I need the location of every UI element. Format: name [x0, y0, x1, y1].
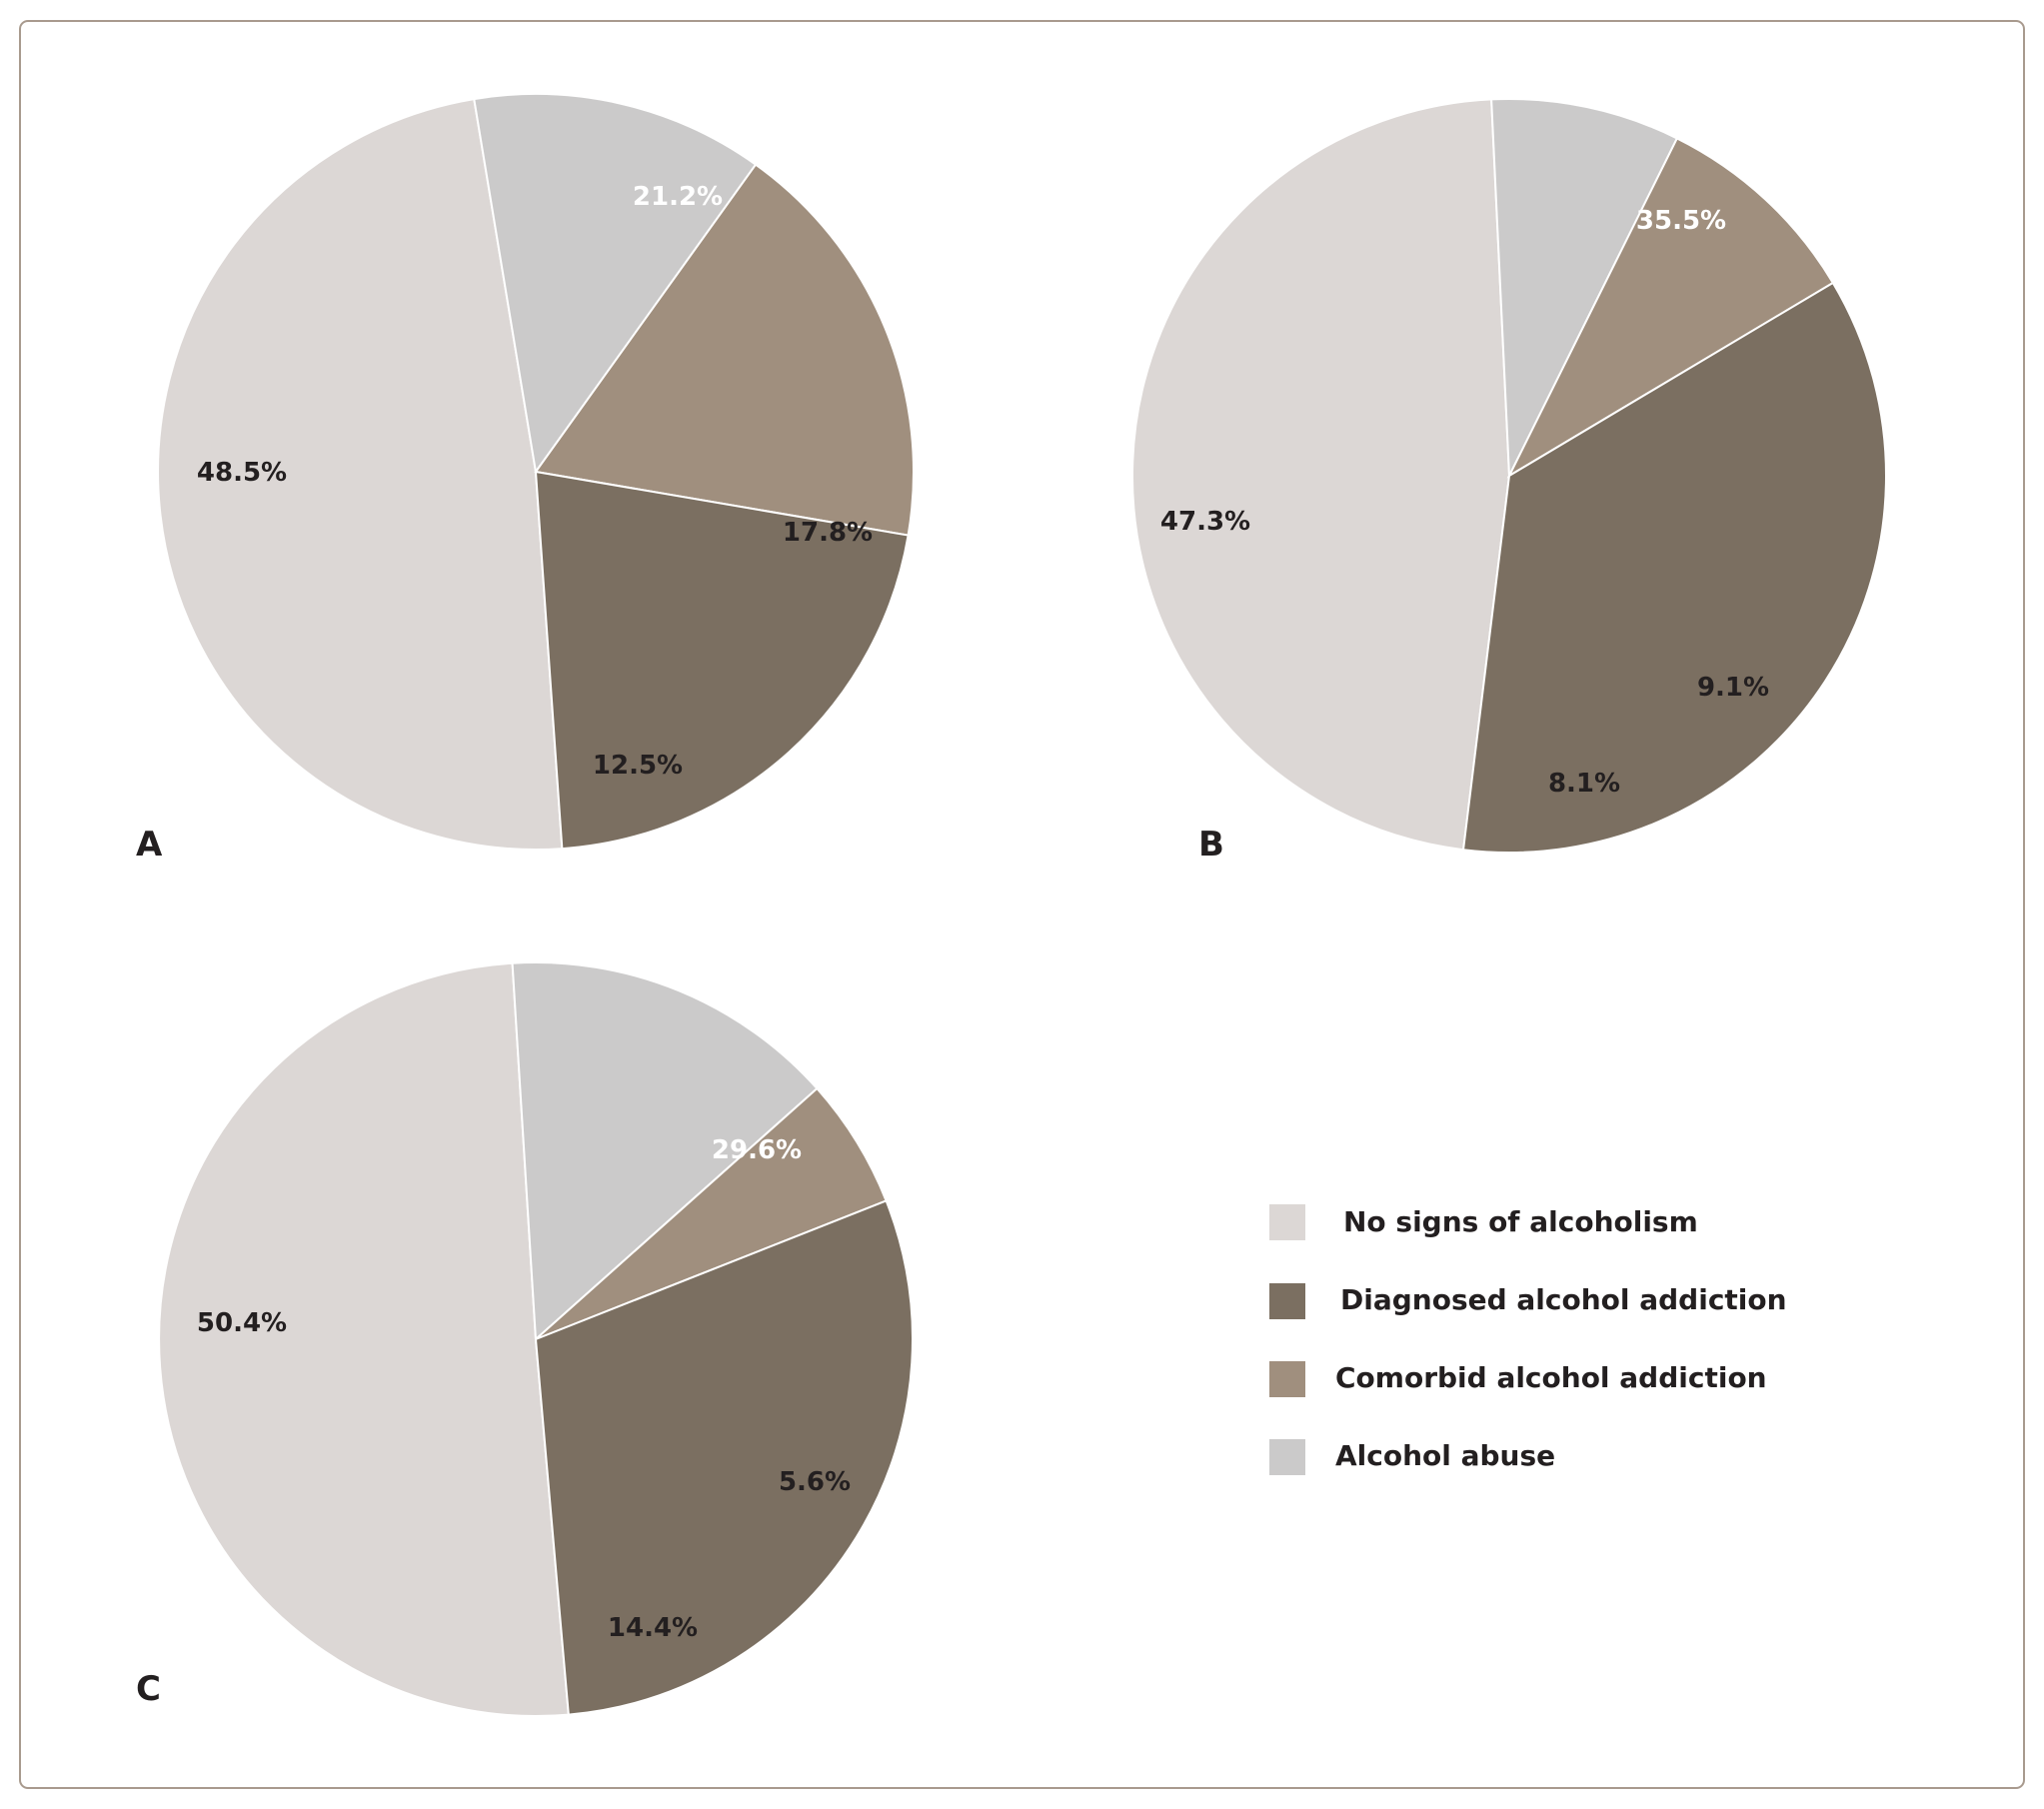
pie-chart-c: 50.4% 29.6% 5.6% 14.4%	[158, 961, 914, 1717]
slice-label: 17.8%	[783, 518, 873, 548]
panel-letter-c: C	[136, 1669, 161, 1709]
legend: No signs of alcoholism Diagnosed alcohol…	[1269, 1204, 1787, 1475]
pie-slice	[1461, 281, 1887, 854]
legend-swatch	[1269, 1204, 1305, 1240]
legend-label: Comorbid alcohol addiction	[1335, 1361, 1767, 1394]
slice-label: 12.5%	[593, 751, 683, 781]
pie-slice	[511, 961, 819, 1342]
legend-label: Diagnosed alcohol addiction	[1340, 1283, 1787, 1316]
legend-swatch	[1269, 1361, 1305, 1397]
legend-item: No signs of alcoholism	[1269, 1204, 1698, 1240]
figure-frame	[19, 20, 2025, 1789]
pie-slice	[1130, 98, 1511, 852]
pie-slice	[1506, 137, 1835, 479]
slice-label: 35.5%	[1636, 206, 1726, 236]
legend-swatch	[1269, 1439, 1305, 1475]
legend-label: Alcohol abuse	[1335, 1439, 1555, 1472]
slice-label: 21.2%	[633, 182, 723, 212]
pie-slice	[158, 961, 570, 1717]
pie-slice	[157, 97, 564, 851]
slice-label: 9.1%	[1697, 673, 1769, 703]
panel-letter-b: B	[1198, 825, 1224, 865]
pie-slice	[534, 1199, 914, 1716]
pie-slice	[534, 163, 915, 537]
slice-label: 8.1%	[1548, 769, 1620, 799]
pie-chart-b: 47.3% 35.5% 9.1% 8.1%	[1130, 98, 1887, 854]
slice-label: 14.4%	[608, 1613, 698, 1643]
legend-item: Alcohol abuse	[1269, 1439, 1555, 1475]
legend-label: No signs of alcoholism	[1343, 1205, 1698, 1238]
pie-slice	[535, 1086, 888, 1340]
slice-label: 50.4%	[197, 1308, 287, 1338]
slice-label: 47.3%	[1160, 507, 1250, 537]
pie-chart-a: 48.5% 21.2% 17.8% 12.5%	[157, 93, 915, 851]
slice-label: 48.5%	[197, 458, 287, 488]
pie-slice	[534, 470, 910, 851]
panel-letter-a: A	[136, 825, 163, 865]
legend-item: Diagnosed alcohol addiction	[1269, 1283, 1787, 1319]
legend-swatch	[1269, 1283, 1305, 1319]
slice-label: 29.6%	[712, 1135, 802, 1165]
pie-slice	[473, 93, 758, 475]
legend-item: Comorbid alcohol addiction	[1269, 1361, 1767, 1397]
pie-slice	[1490, 98, 1679, 480]
slice-label: 5.6%	[779, 1467, 851, 1497]
